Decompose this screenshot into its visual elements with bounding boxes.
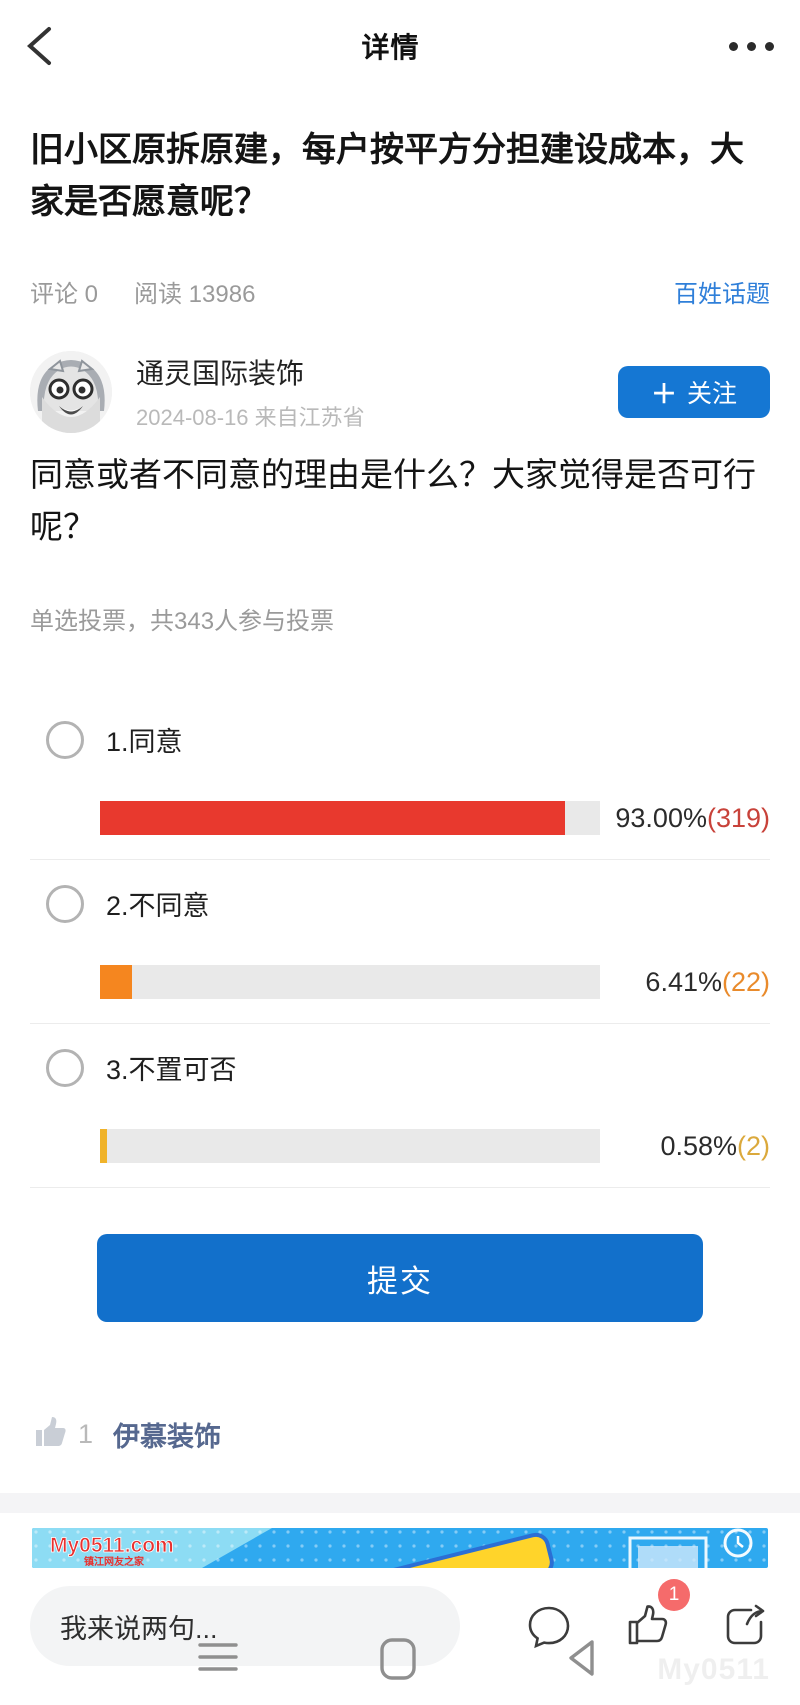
poll-option-1[interactable]: 1.同意 <box>30 720 770 759</box>
bar-track <box>100 1129 600 1163</box>
comment-icon[interactable] <box>524 1601 574 1651</box>
section-divider-band <box>0 1493 800 1513</box>
option-result: 93.00%(319) <box>615 802 770 833</box>
back-icon[interactable] <box>22 24 56 68</box>
author-row: 通灵国际装饰 2024-08-16 来自江苏省 ＋ 关注 <box>30 351 770 433</box>
post-date: 2024-08-16 来自江苏省 <box>136 405 365 430</box>
like-icon[interactable]: 1 <box>622 1579 690 1651</box>
page-title: 详情 <box>361 32 420 63</box>
ad-banner[interactable]: My0511.com 镇江网友之家 <box>32 1528 768 1568</box>
radio-icon[interactable] <box>46 884 84 923</box>
poll-bar-row: 0.58%(2) <box>100 1129 770 1163</box>
radio-icon[interactable] <box>46 1048 84 1087</box>
divider <box>30 1187 770 1188</box>
watermark: My0511 <box>657 1653 770 1686</box>
author-name[interactable]: 通灵国际装饰 <box>136 358 305 389</box>
poll-meta: 单选投票，共343人参与投票 <box>30 608 335 635</box>
bar-track <box>100 965 600 999</box>
recents-icon[interactable] <box>196 1637 240 1682</box>
radio-icon[interactable] <box>46 720 84 759</box>
author-meta: 通灵国际装饰 2024-08-16 来自江苏省 <box>136 352 365 432</box>
like-count: 1 <box>78 1419 94 1449</box>
system-nav-bar: My0511 <box>0 1627 800 1687</box>
poll-bar-row: 6.41%(22) <box>100 965 770 999</box>
option-result: 0.58%(2) <box>660 1130 770 1161</box>
submit-vote-button[interactable]: 提交 <box>97 1234 703 1322</box>
follow-label: 关注 <box>687 380 738 408</box>
read-count: 阅读 13986 <box>134 281 256 308</box>
avatar[interactable] <box>30 351 112 433</box>
follow-button[interactable]: ＋ 关注 <box>618 366 770 418</box>
post-title: 旧小区原拆原建，每户按平方分担建设成本，大家是否愿意呢？ <box>30 131 744 221</box>
banner-logo-text: My0511.com <box>50 1534 174 1557</box>
plus-icon: ＋ <box>650 378 677 409</box>
poll-bar-row: 93.00%(319) <box>100 801 770 835</box>
comment-count: 评论 0 <box>30 281 99 308</box>
top-bar: 详情 <box>0 0 800 78</box>
divider <box>30 1023 770 1024</box>
thumb-up-icon <box>30 1412 70 1457</box>
bar-fill <box>100 801 565 835</box>
liker-names[interactable]: 伊慕装饰 <box>113 1422 222 1452</box>
bar-fill <box>100 1129 107 1163</box>
bar-track <box>100 801 600 835</box>
poll-option-2[interactable]: 2.不同意 <box>30 884 770 923</box>
option-label: 1.同意 <box>106 727 183 757</box>
comment-input[interactable]: 我来说两句... <box>30 1586 460 1666</box>
like-badge: 1 <box>658 1579 690 1611</box>
bar-fill <box>100 965 133 999</box>
banner-logo-sub: 镇江网友之家 <box>84 1555 145 1568</box>
comment-bar: 我来说两句... 1 <box>0 1579 800 1666</box>
share-icon[interactable] <box>720 1601 770 1651</box>
like-row: 1 伊慕装饰 <box>30 1412 770 1457</box>
poll-option-3[interactable]: 3.不置可否 <box>30 1048 770 1087</box>
post-body: 同意或者不同意的理由是什么？大家觉得是否可行呢？ <box>30 456 756 545</box>
stats-row: 评论 0 阅读 13986 百姓话题 <box>30 274 770 309</box>
back-nav-icon[interactable] <box>562 1637 602 1684</box>
divider <box>30 859 770 860</box>
option-label: 2.不同意 <box>106 891 210 921</box>
topic-category-link[interactable]: 百姓话题 <box>674 281 770 308</box>
home-icon[interactable] <box>378 1637 418 1686</box>
option-result: 6.41%(22) <box>645 966 770 997</box>
option-label: 3.不置可否 <box>106 1055 237 1085</box>
more-icon[interactable] <box>725 36 778 57</box>
